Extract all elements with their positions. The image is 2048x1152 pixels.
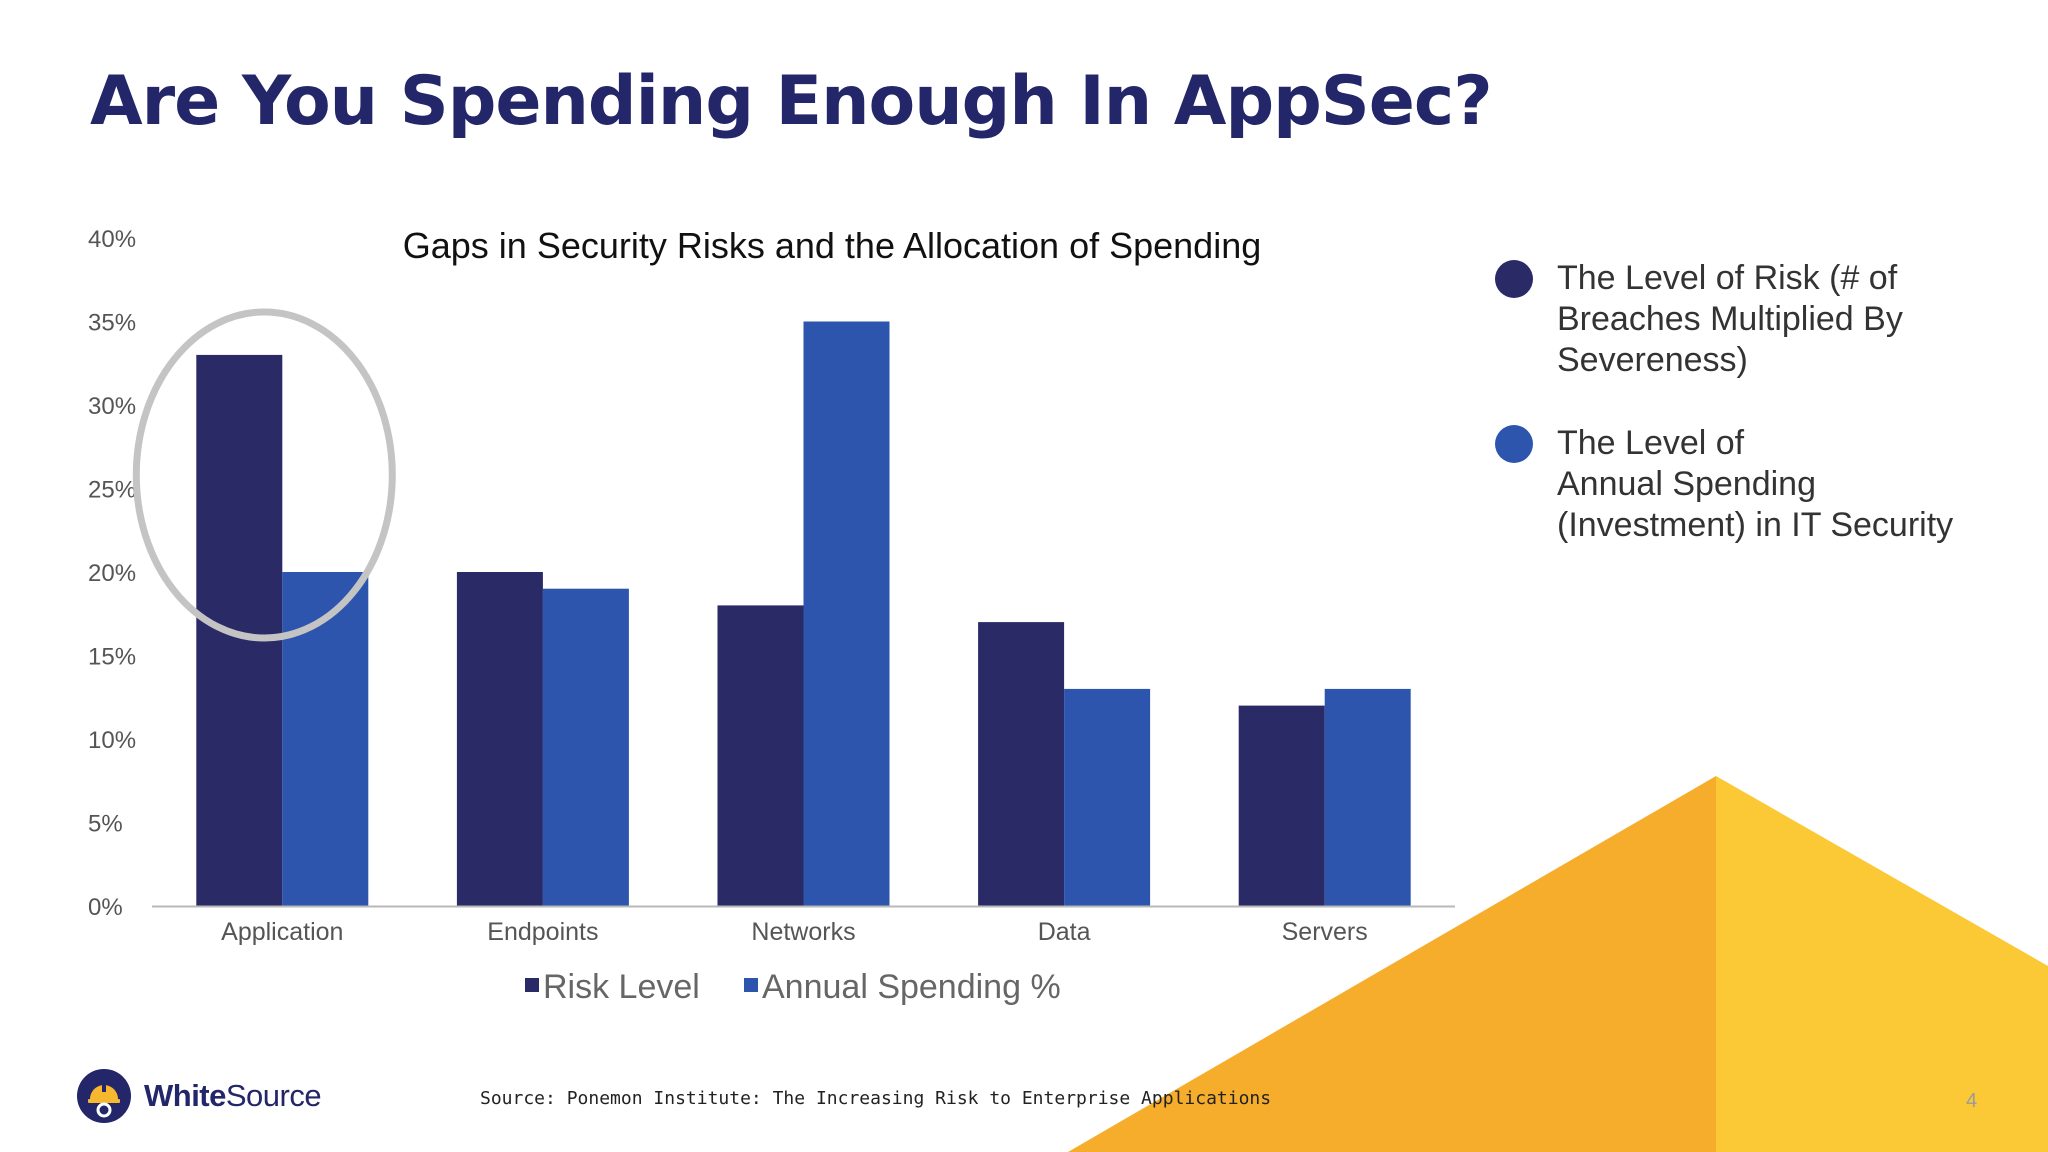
side-legend-line: Severeness): [1557, 341, 1748, 379]
logo-text-bold: White: [144, 1078, 226, 1113]
bar-application-risk: [196, 354, 283, 906]
y-tick-label: 10%: [88, 727, 136, 754]
y-tick-label: 5%: [88, 811, 123, 838]
side-legend-line: The Level of: [1557, 424, 1745, 462]
logo-text-regular: Source: [225, 1078, 322, 1113]
side-legend: The Level of Risk (# of Breaches Multipl…: [1495, 258, 2015, 588]
bar-networks-spending: [803, 321, 890, 906]
bar-servers-risk: [1238, 705, 1325, 906]
y-tick-label: 30%: [88, 393, 136, 420]
y-tick-label: 15%: [88, 644, 136, 671]
bar-endpoints-risk: [456, 572, 543, 906]
chart-title: Gaps in Security Risks and the Allocatio…: [403, 225, 1262, 266]
highlight-ellipse-shape: [132, 308, 396, 642]
y-tick-label: 35%: [88, 310, 136, 337]
x-tick-label: Endpoints: [487, 918, 598, 946]
legend-swatch: [525, 978, 539, 992]
y-tick-label: 20%: [88, 560, 136, 587]
side-legend-line: Breaches Multiplied By: [1557, 300, 1903, 338]
logo-text: WhiteSource: [144, 1078, 322, 1114]
chart-legend: Risk Level Annual Spending %: [525, 968, 1061, 1006]
bar-data-spending: [1064, 688, 1151, 906]
bar-data-risk: [978, 622, 1065, 906]
x-tick-label: Networks: [751, 918, 855, 946]
side-legend-item-risk: The Level of Risk (# of Breaches Multipl…: [1495, 258, 2015, 381]
side-legend-line: The Level of Risk (# of: [1557, 259, 1898, 297]
legend-label: Annual Spending %: [762, 968, 1061, 1006]
y-tick-label: 0%: [88, 894, 123, 921]
x-tick-label: Servers: [1282, 918, 1368, 946]
side-legend-line: Annual Spending: [1557, 465, 1817, 503]
bar-servers-spending: [1324, 688, 1411, 906]
x-axis: Application Endpoints Networks Data Servers: [152, 905, 1455, 946]
bars: [196, 321, 1411, 906]
source-citation: Source: Ponemon Institute: The Increasin…: [480, 1088, 1272, 1109]
y-tick-label: 25%: [88, 477, 136, 504]
legend-dot-icon: [1495, 260, 1533, 298]
bar-application-spending: [282, 572, 369, 906]
page-number: 4: [1966, 1090, 1978, 1112]
x-tick-label: Data: [1038, 918, 1091, 946]
y-axis: 0% 5% 10% 15% 20% 25% 30% 35% 40%: [88, 226, 136, 921]
side-legend-line: (Investment) in IT Security: [1557, 506, 1954, 544]
y-tick-label: 40%: [88, 226, 136, 253]
legend-swatch: [744, 978, 758, 992]
whitesource-logo: WhiteSource: [76, 1068, 322, 1124]
side-legend-item-spending: The Level of Annual Spending (Investment…: [1495, 423, 2015, 546]
bar-endpoints-spending: [542, 588, 629, 906]
triangle-right-facet: [1716, 776, 2048, 1152]
bar-networks-risk: [717, 605, 804, 906]
triangle-left-facet: [1068, 776, 1716, 1152]
hardhat-gear-icon: [77, 1069, 131, 1123]
slide-title: Are You Spending Enough In AppSec?: [90, 62, 1493, 141]
legend-label: Risk Level: [543, 968, 700, 1006]
highlight-ellipse: [132, 308, 396, 642]
x-tick-label: Application: [221, 918, 343, 946]
legend-dot-icon: [1495, 425, 1533, 463]
